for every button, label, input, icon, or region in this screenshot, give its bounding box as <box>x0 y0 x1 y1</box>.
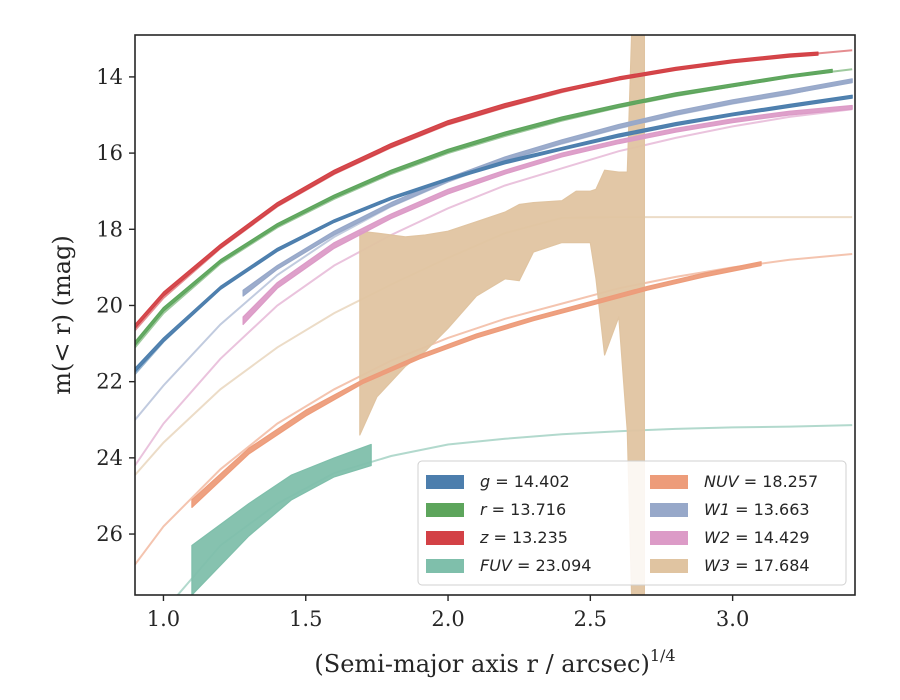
y-tick-label: 20 <box>96 293 123 317</box>
observed-band-w2 <box>242 104 853 326</box>
observed-band-z <box>135 51 819 329</box>
y-tick-label: 14 <box>96 65 123 89</box>
observed-band-nuv <box>191 261 762 508</box>
legend-swatch-nuv <box>650 475 688 489</box>
legend-label-w2: W2 = 14.429 <box>704 528 810 547</box>
observed-band-r <box>135 68 833 347</box>
legend-label-nuv: NUV = 18.257 <box>704 472 818 491</box>
legend-label-w3: W3 = 17.684 <box>704 556 810 575</box>
x-axis-label-exponent: 1/4 <box>650 646 676 665</box>
x-tick-label: 3.0 <box>716 607 749 631</box>
observed-band-w3 <box>359 35 645 595</box>
legend-frame <box>417 460 847 586</box>
x-axis-label: (Semi-major axis r / arcsec)1/4 <box>314 646 675 678</box>
legend-swatch-z <box>426 531 464 545</box>
y-tick-label: 24 <box>96 446 123 470</box>
legend-swatch-fuv <box>426 559 464 573</box>
legend-label-w1: W1 = 13.663 <box>704 500 810 519</box>
x-tick-label: 1.0 <box>147 607 180 631</box>
x-tick-label: 2.5 <box>574 607 607 631</box>
x-tick-label: 2.0 <box>431 607 464 631</box>
legend: g = 14.402 r = 13.716 z = 13.235 FUV = 23.0… <box>417 460 847 586</box>
legend-swatch-r <box>426 503 464 517</box>
x-axis-label-text: (Semi-major axis r / arcsec) <box>314 650 649 678</box>
y-tick-label: 22 <box>96 370 123 394</box>
observed-band-fuv <box>191 443 372 595</box>
y-tick-label: 16 <box>96 141 123 165</box>
axes-layer: 1.0 1.5 2.0 2.5 3.0 14 16 18 20 22 24 26 <box>96 65 749 631</box>
y-tick-label: 18 <box>96 217 123 241</box>
legend-swatch-w3 <box>650 559 688 573</box>
observed-band-g <box>135 94 853 373</box>
legend-label-r: r = 13.716 <box>480 500 566 519</box>
plot-frame <box>134 34 856 596</box>
legend-label-z: z = 13.235 <box>479 528 568 547</box>
y-axis-label: m(< r) (mag) <box>48 235 76 394</box>
legend-label-fuv: FUV = 23.094 <box>480 556 591 575</box>
plot-layer <box>135 35 853 595</box>
legend-label-g: g = 14.402 <box>480 472 570 491</box>
legend-swatch-w2 <box>650 531 688 545</box>
y-tick-label: 26 <box>96 522 123 546</box>
model-curve-w2 <box>135 108 853 467</box>
legend-swatch-w1 <box>650 503 688 517</box>
legend-swatch-g <box>426 475 464 489</box>
x-tick-label: 1.5 <box>289 607 322 631</box>
